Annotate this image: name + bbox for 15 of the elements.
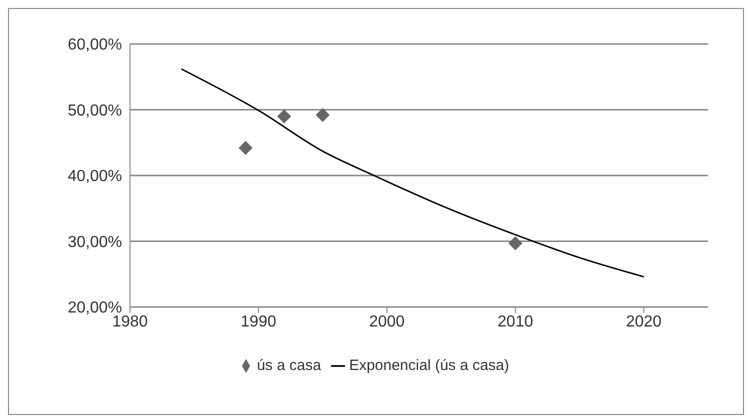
- y-tick-label: 60,00%: [68, 36, 122, 54]
- point: [508, 236, 522, 250]
- legend-label: ús a casa: [256, 357, 322, 374]
- x-tick-label: 2000: [369, 313, 405, 330]
- y-tick-label: 50,00%: [68, 102, 122, 120]
- x-tick-label: 1990: [240, 313, 276, 330]
- point: [316, 108, 330, 122]
- point: [277, 109, 292, 124]
- x-tick-label: 2010: [498, 313, 534, 330]
- legend-label: Exponencial (ús a casa): [349, 357, 510, 374]
- x-tick-label: 2020: [626, 313, 662, 330]
- point: [238, 140, 253, 155]
- y-tick-label: 40,00%: [68, 168, 122, 186]
- y-tick-label: 30,00%: [68, 234, 122, 251]
- line-series: [180, 68, 645, 278]
